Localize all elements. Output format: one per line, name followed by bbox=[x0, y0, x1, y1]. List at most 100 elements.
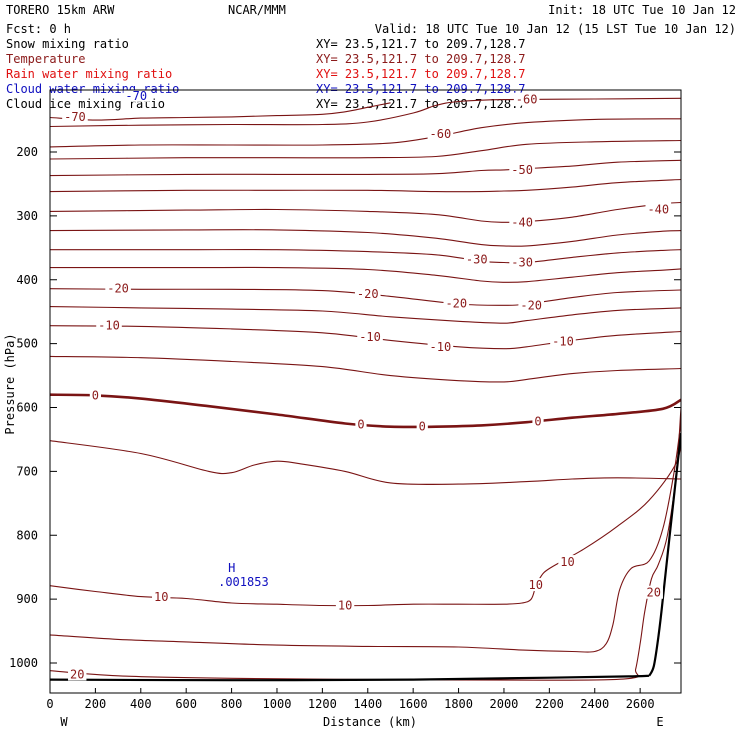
contour-label-bg bbox=[427, 339, 454, 353]
x-tick-label: 600 bbox=[175, 697, 197, 711]
contour-label: -10 bbox=[359, 330, 381, 344]
contour-label: -70 bbox=[64, 110, 86, 124]
legend-label: Snow mixing ratio bbox=[6, 37, 129, 51]
max-marker-symbol: H bbox=[228, 561, 235, 575]
x-tick-label: 200 bbox=[85, 697, 107, 711]
contour-label-bg bbox=[152, 590, 171, 604]
x-tick-label: 800 bbox=[221, 697, 243, 711]
temperature-contour bbox=[50, 97, 681, 128]
temperature-contour bbox=[50, 229, 681, 247]
y-tick-label: 700 bbox=[16, 464, 38, 478]
contour-label: 10 bbox=[338, 599, 352, 613]
contour-label-bg bbox=[96, 318, 122, 332]
contour-label: 20 bbox=[647, 586, 661, 600]
contour-label: -40 bbox=[647, 202, 669, 216]
legend-xy: XY= 23.5,121.7 to 209.7,128.7 bbox=[316, 97, 526, 111]
legend-xy: XY= 23.5,121.7 to 209.7,128.7 bbox=[316, 52, 526, 66]
contour-label: -70 bbox=[125, 89, 147, 103]
contour-label-bg bbox=[427, 127, 454, 141]
contour-label-bg bbox=[443, 296, 470, 310]
contour-label-bg bbox=[335, 598, 355, 612]
contour-label-bg bbox=[513, 92, 540, 106]
x-tick-label: 2600 bbox=[626, 697, 655, 711]
contour-label: 10 bbox=[529, 578, 543, 592]
contour-label: -30 bbox=[466, 252, 488, 266]
temperature-contour bbox=[50, 249, 681, 264]
contour-label-bg bbox=[68, 667, 87, 681]
y-axis-label: Pressure (hPa) bbox=[3, 333, 17, 434]
header-source: NCAR/MMM bbox=[228, 3, 286, 17]
x-tick-label: 1400 bbox=[353, 697, 382, 711]
contour-label-bg bbox=[509, 255, 535, 269]
legend-xy: XY= 23.5,121.7 to 209.7,128.7 bbox=[316, 67, 526, 81]
contour-label: 0 bbox=[534, 415, 541, 429]
header-fcst: Fcst: 0 h bbox=[6, 22, 71, 36]
header-model: TORERO 15km ARW bbox=[6, 3, 115, 17]
contour-label-bg bbox=[354, 286, 381, 300]
y-tick-label: 500 bbox=[16, 337, 38, 351]
contour-label: 20 bbox=[70, 667, 84, 681]
contour-label-bg bbox=[357, 330, 383, 344]
contour-label-bg bbox=[645, 202, 672, 216]
contour-label: 10 bbox=[560, 555, 574, 569]
contour-label: -20 bbox=[357, 287, 379, 301]
x-tick-label: 2400 bbox=[580, 697, 609, 711]
contour-label: -20 bbox=[107, 282, 129, 296]
temperature-contour bbox=[50, 266, 681, 283]
temperature-contour bbox=[50, 407, 681, 681]
temperature-contour bbox=[50, 355, 681, 383]
contour-label-bg bbox=[463, 252, 490, 266]
temperature-contour bbox=[50, 306, 681, 324]
snow-contour bbox=[648, 432, 681, 677]
contour-label: 10 bbox=[154, 590, 168, 604]
x-tick-label: 0 bbox=[46, 697, 53, 711]
x-tick-label: 400 bbox=[130, 697, 152, 711]
temperature-contour bbox=[50, 440, 681, 485]
x-tick-label: 1800 bbox=[444, 697, 473, 711]
contour-label-bg bbox=[532, 414, 544, 428]
contour-label-bg bbox=[89, 388, 101, 402]
x-tick-label: 1000 bbox=[263, 697, 292, 711]
header-valid: Valid: 18 UTC Tue 10 Jan 12 (15 LST Tue … bbox=[375, 22, 736, 36]
contour-label-bg bbox=[526, 578, 545, 592]
contour-label: 0 bbox=[92, 388, 99, 402]
y-tick-label: 800 bbox=[16, 528, 38, 542]
x-tick-label: 2200 bbox=[535, 697, 564, 711]
contour-label: -50 bbox=[511, 163, 533, 177]
temperature-contour bbox=[50, 118, 681, 148]
temperature-contour bbox=[50, 139, 681, 160]
y-tick-label: 200 bbox=[16, 145, 38, 159]
contour-label-bg bbox=[355, 417, 367, 431]
contour-label: -10 bbox=[430, 340, 452, 354]
contour-lines: -70 -70 -60 -60 -50 -40 -40 -30 -30 -20 -20 -20 -20 -… bbox=[50, 89, 681, 682]
x-axis-east-label: E bbox=[656, 715, 663, 729]
legend-label: Cloud water mixing ratio bbox=[6, 82, 179, 96]
x-tick-label: 1600 bbox=[399, 697, 428, 711]
temperature-contour bbox=[50, 178, 681, 193]
contour-label: 0 bbox=[419, 420, 426, 434]
contour-label-bg bbox=[105, 281, 131, 295]
max-marker-value: .001853 bbox=[218, 575, 269, 589]
contour-label-bg bbox=[123, 90, 150, 102]
contour-label: -20 bbox=[520, 298, 542, 312]
contour-label-bg bbox=[518, 298, 544, 312]
contour-label: -10 bbox=[552, 335, 574, 349]
contour-label-bg bbox=[509, 215, 535, 229]
temperature-contour bbox=[50, 102, 391, 121]
legend: Snow mixing ratio XY= 23.5,121.7 to 209.7… bbox=[6, 37, 526, 111]
y-tick-label: 400 bbox=[16, 273, 38, 287]
contour-label: -40 bbox=[511, 215, 533, 229]
contour-label-bg bbox=[509, 162, 535, 176]
contour-label: -30 bbox=[511, 256, 533, 270]
x-axis-label: Distance (km) bbox=[323, 715, 417, 729]
x-tick-label: 2000 bbox=[490, 697, 519, 711]
snow-contour bbox=[50, 674, 650, 682]
plot-frame bbox=[49, 89, 682, 694]
y-tick-label: 300 bbox=[16, 209, 38, 223]
temperature-contour bbox=[50, 393, 681, 429]
contour-label-bg bbox=[558, 555, 577, 569]
temperature-contour bbox=[50, 159, 681, 177]
temperature-contour bbox=[50, 201, 681, 223]
contour-label-bg bbox=[62, 109, 88, 123]
temperature-contour bbox=[50, 288, 681, 306]
